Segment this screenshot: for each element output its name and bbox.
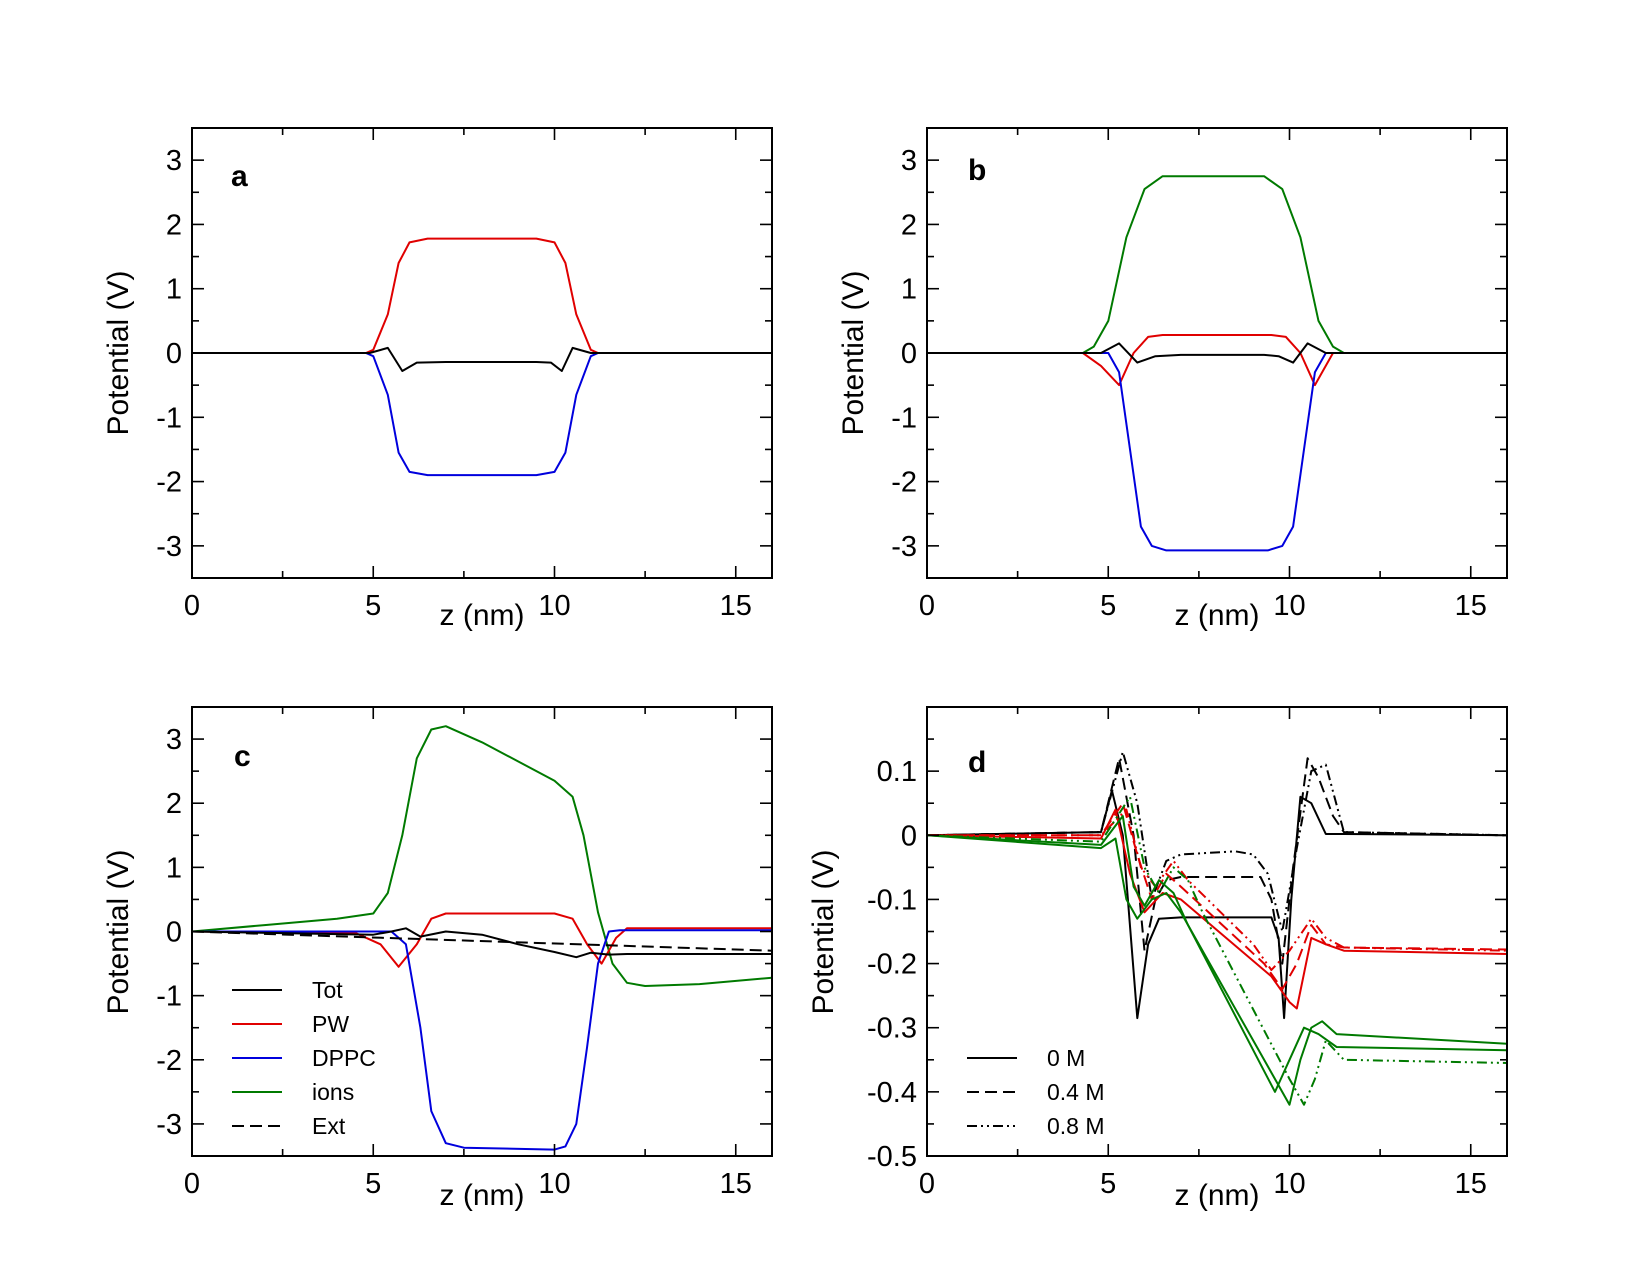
legend-label: Ext (312, 1113, 346, 1139)
x-tick-label: 15 (1455, 1168, 1487, 1200)
legend: Tot PW DPPC ions Ext (232, 977, 376, 1139)
y-tick-label: -2 (156, 1045, 182, 1077)
x-tick-label: 15 (720, 590, 752, 622)
legend-label: 0.4 M (1047, 1079, 1105, 1105)
series-ions (192, 725, 772, 987)
series-ions (927, 175, 1507, 354)
x-tick-label: 15 (720, 1168, 752, 1200)
series-dppc (927, 352, 1507, 552)
x-tick-label: 10 (1273, 1168, 1305, 1200)
y-tick-label: -2 (891, 467, 917, 499)
y-tick-label: -0.3 (867, 1013, 917, 1045)
y-tick-label: 0 (901, 820, 917, 852)
legend-label: DPPC (312, 1045, 376, 1071)
panel-d: Potential (V) z (nm) d 0 5 10 15 -0.5 -0.4 -0.… (807, 706, 1508, 1212)
series-tot-0-m (927, 789, 1507, 1020)
x-tick-label: 5 (1100, 590, 1116, 622)
x-axis-title: z (nm) (440, 1179, 525, 1212)
y-tick-label: 1 (166, 274, 182, 306)
legend-label: PW (312, 1011, 349, 1037)
series-dppc (192, 929, 772, 1151)
legend: 0 M 0.4 M 0.8 M (967, 1045, 1105, 1139)
y-tick-label: 2 (166, 209, 182, 241)
x-tick-label: 10 (1273, 590, 1305, 622)
y-tick-label: -3 (156, 1109, 182, 1141)
series-tot (927, 342, 1507, 364)
x-axis-title: z (nm) (1175, 1179, 1260, 1212)
series-tot-0-8-m (927, 750, 1507, 933)
y-tick-label: 2 (166, 788, 182, 820)
y-tick-label: 0 (901, 338, 917, 370)
y-tick-label: 0 (166, 917, 182, 949)
x-tick-label: 15 (1455, 590, 1487, 622)
series-pw-0-m (927, 808, 1507, 1010)
x-tick-label: 0 (919, 590, 935, 622)
x-tick-label: 10 (538, 590, 570, 622)
y-tick-label: 1 (166, 852, 182, 884)
y-tick-label: -1 (891, 402, 917, 434)
x-tick-label: 5 (1100, 1168, 1116, 1200)
plot-area (927, 750, 1507, 1106)
y-axis-title: Potential (V) (102, 849, 135, 1014)
legend-label: 0 M (1047, 1045, 1085, 1071)
series-tot-0-4-m (927, 757, 1507, 965)
panel-c: Potential (V) z (nm) c 0 5 10 15 -3 -2 -1 0 1 2 3 T… (102, 706, 773, 1212)
y-tick-label: -0.4 (867, 1077, 917, 1109)
y-tick-label: 3 (166, 724, 182, 756)
y-tick-label: -0.5 (867, 1141, 917, 1173)
plot-area (192, 237, 772, 477)
y-tick-label: -2 (156, 467, 182, 499)
x-tick-label: 0 (184, 590, 200, 622)
panel-letter: b (968, 154, 986, 187)
series-dppc (192, 352, 772, 477)
plot-area (192, 725, 772, 1151)
legend-label: Tot (312, 977, 343, 1003)
panel-letter: a (231, 160, 248, 193)
series-ext (192, 930, 772, 952)
y-tick-label: -3 (156, 531, 182, 563)
x-tick-label: 0 (919, 1168, 935, 1200)
y-tick-label: -0.1 (867, 884, 917, 916)
legend-label: 0.8 M (1047, 1113, 1105, 1139)
y-tick-label: -1 (156, 981, 182, 1013)
y-axis-title: Potential (V) (837, 270, 870, 435)
x-tick-label: 0 (184, 1168, 200, 1200)
series-tot (192, 927, 772, 959)
x-tick-label: 10 (538, 1168, 570, 1200)
panel-letter: c (234, 740, 251, 773)
x-tick-label: 5 (365, 590, 381, 622)
y-tick-label: 0 (166, 338, 182, 370)
series-pw (927, 334, 1507, 387)
x-axis-title: z (nm) (440, 599, 525, 632)
y-tick-label: -0.2 (867, 949, 917, 981)
series-ions-0-4-m (927, 815, 1507, 1093)
panel-a: Potential (V) z (nm) a 0 5 10 15 -3 -2 -1 0 1 2 3 (102, 127, 773, 632)
x-tick-label: 5 (365, 1168, 381, 1200)
y-axis-title: Potential (V) (102, 270, 135, 435)
legend-label: ions (312, 1079, 354, 1105)
series-tot (192, 346, 772, 372)
series-ions-0-m (927, 834, 1507, 1106)
series-pw (192, 237, 772, 354)
y-tick-label: -3 (891, 531, 917, 563)
series-pw-0-8-m (927, 808, 1507, 971)
panel-letter: d (968, 746, 986, 779)
x-axis-title: z (nm) (1175, 599, 1260, 632)
plot-area (927, 175, 1507, 552)
y-tick-label: -1 (156, 402, 182, 434)
y-tick-label: 3 (166, 145, 182, 177)
y-tick-label: 0.1 (877, 756, 917, 788)
series-pw-0-4-m (927, 802, 1507, 991)
y-axis-title: Potential (V) (807, 849, 840, 1014)
panel-b: Potential (V) z (nm) b 0 5 10 15 -3 -2 -1 0 1 2 3 (837, 127, 1508, 632)
plot-frame (926, 706, 1508, 1157)
series-pw (192, 912, 772, 968)
y-tick-label: 2 (901, 209, 917, 241)
y-tick-label: 1 (901, 274, 917, 306)
y-tick-label: 3 (901, 145, 917, 177)
series-ions-0-8-m (927, 795, 1507, 1106)
